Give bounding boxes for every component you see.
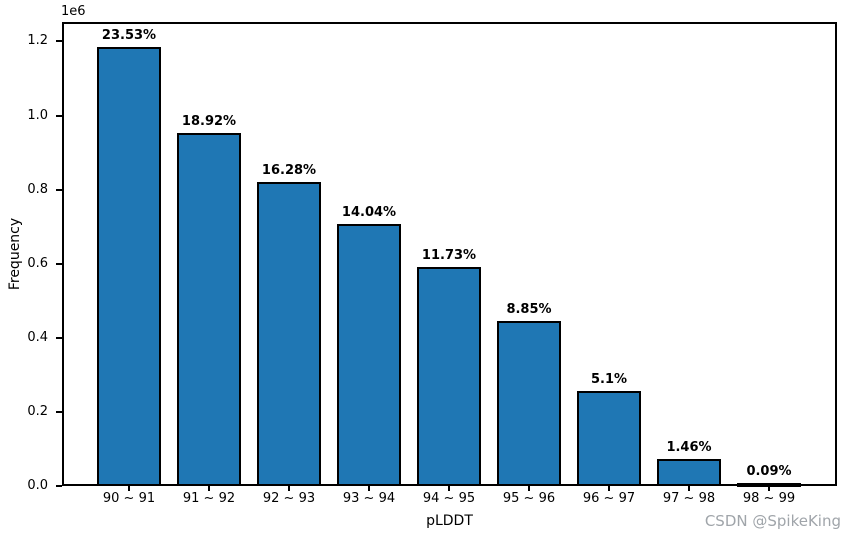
- watermark-text: CSDN @SpikeKing: [704, 512, 841, 530]
- y-axis-offset-label: 1e6: [61, 4, 86, 19]
- bar: [257, 182, 321, 486]
- bar: [417, 267, 481, 486]
- y-tick-mark: [56, 485, 62, 487]
- x-tick-label: 94 ~ 95: [422, 491, 476, 506]
- y-tick-label: 0.0: [27, 478, 48, 493]
- x-tick-label: 90 ~ 91: [102, 491, 156, 506]
- bar: [497, 321, 561, 486]
- x-tick-mark: [448, 486, 450, 491]
- bar-value-label: 0.09%: [746, 464, 792, 479]
- y-tick-label: 1.2: [27, 33, 48, 48]
- bar-value-label: 23.53%: [101, 28, 157, 43]
- x-tick-label: 98 ~ 99: [742, 491, 796, 506]
- bar: [577, 391, 641, 486]
- bar: [97, 47, 161, 486]
- x-tick-mark: [208, 486, 210, 491]
- bar-value-label: 14.04%: [341, 205, 397, 220]
- x-tick-label: 91 ~ 92: [182, 491, 236, 506]
- y-tick-label: 1.0: [27, 108, 48, 123]
- bar: [177, 133, 241, 486]
- bar-value-label: 8.85%: [506, 302, 552, 317]
- x-tick-label: 97 ~ 98: [662, 491, 716, 506]
- y-tick-mark: [56, 263, 62, 265]
- bar-value-label: 5.1%: [590, 372, 628, 387]
- y-tick-mark: [56, 337, 62, 339]
- x-tick-mark: [288, 486, 290, 491]
- bar-value-label: 11.73%: [421, 248, 477, 263]
- y-tick-mark: [56, 40, 62, 42]
- y-axis-title: Frequency: [7, 217, 23, 291]
- bar: [337, 224, 401, 486]
- bar-value-label: 16.28%: [261, 163, 317, 178]
- bar-value-label: 18.92%: [181, 114, 237, 129]
- x-tick-label: 96 ~ 97: [582, 491, 636, 506]
- y-tick-mark: [56, 115, 62, 117]
- x-tick-mark: [688, 486, 690, 491]
- y-tick-label: 0.8: [27, 182, 48, 197]
- x-tick-mark: [128, 486, 130, 491]
- y-tick-label: 0.6: [27, 256, 48, 271]
- bar-value-label: 1.46%: [666, 440, 712, 455]
- y-tick-mark: [56, 189, 62, 191]
- x-tick-label: 95 ~ 96: [502, 491, 556, 506]
- x-tick-mark: [368, 486, 370, 491]
- x-tick-label: 92 ~ 93: [262, 491, 316, 506]
- x-tick-mark: [768, 486, 770, 491]
- y-tick-mark: [56, 411, 62, 413]
- y-tick-label: 0.4: [27, 330, 48, 345]
- bar: [657, 459, 721, 486]
- y-tick-label: 0.2: [27, 404, 48, 419]
- x-axis-title: pLDDT: [426, 513, 473, 529]
- x-tick-label: 93 ~ 94: [342, 491, 396, 506]
- x-tick-mark: [528, 486, 530, 491]
- x-tick-mark: [608, 486, 610, 491]
